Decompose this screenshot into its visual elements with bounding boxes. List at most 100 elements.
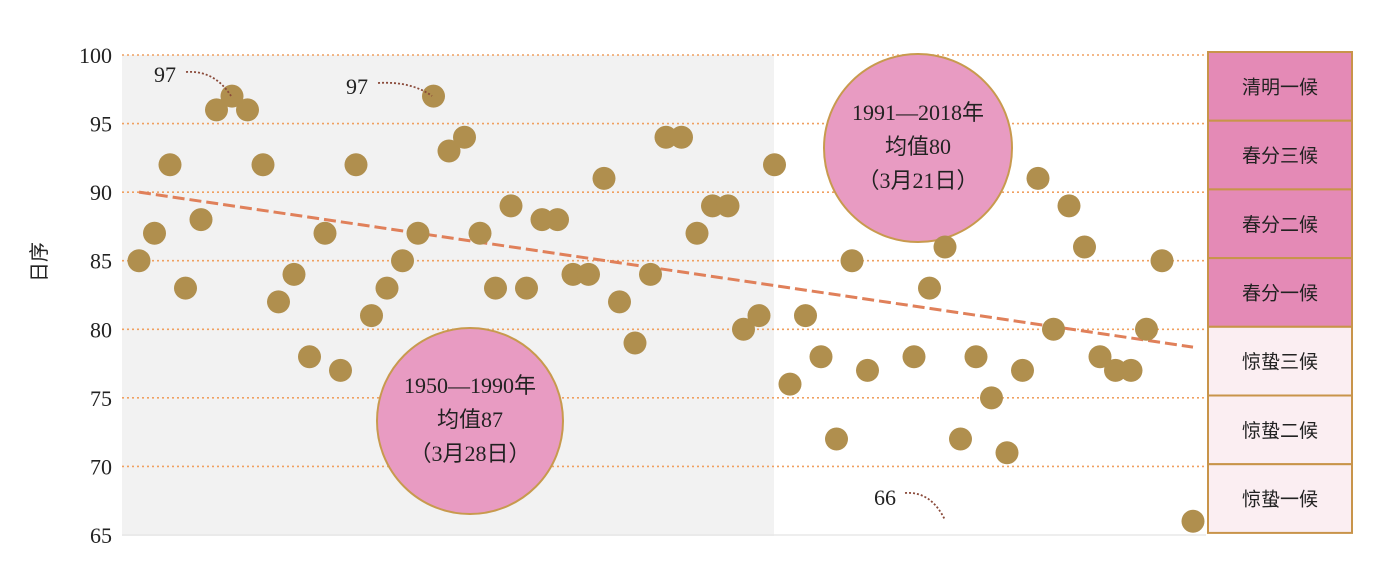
mean-bubble-text: 均值80 bbox=[885, 134, 951, 159]
data-point bbox=[933, 235, 957, 259]
data-point bbox=[1150, 249, 1174, 273]
annotation-leader bbox=[904, 492, 946, 521]
y-tick-label: 75 bbox=[90, 386, 112, 411]
data-point bbox=[623, 331, 647, 355]
mean-bubble-text: 1991—2018年 bbox=[852, 100, 984, 125]
y-tick-label: 65 bbox=[90, 523, 112, 548]
data-point bbox=[1135, 317, 1158, 341]
data-point bbox=[747, 304, 771, 328]
data-point bbox=[716, 194, 740, 218]
y-tick-label: 70 bbox=[90, 454, 112, 479]
data-point bbox=[825, 427, 848, 451]
data-point bbox=[422, 84, 445, 108]
period-label: 春分二候 bbox=[1242, 214, 1318, 236]
period-cell bbox=[1207, 188, 1353, 260]
data-point bbox=[809, 345, 833, 369]
data-point bbox=[344, 153, 368, 177]
period-label: 惊蛰二候 bbox=[1242, 420, 1318, 442]
y-axis-label: 日序 bbox=[27, 242, 51, 282]
data-point bbox=[1073, 235, 1096, 259]
data-point bbox=[127, 249, 151, 273]
data-point bbox=[980, 386, 1003, 410]
mean-bubble-text: （3月21日） bbox=[857, 168, 978, 193]
period-cell bbox=[1207, 463, 1353, 534]
data-point bbox=[437, 139, 461, 163]
data-point bbox=[174, 276, 197, 300]
data-point bbox=[406, 221, 430, 245]
mean-bubble bbox=[823, 53, 1013, 243]
y-tick-label: 80 bbox=[90, 317, 112, 342]
y-tick-label: 90 bbox=[90, 180, 112, 205]
y-tick-label: 85 bbox=[90, 249, 112, 274]
data-point bbox=[375, 276, 399, 300]
data-point bbox=[391, 249, 414, 273]
data-point bbox=[949, 427, 972, 451]
data-point bbox=[639, 262, 662, 286]
data-point bbox=[732, 317, 755, 341]
data-point bbox=[577, 262, 600, 286]
data-point bbox=[840, 249, 864, 273]
annotation-label: 97 bbox=[346, 74, 368, 99]
data-point bbox=[918, 276, 941, 300]
data-point bbox=[546, 208, 569, 232]
data-point bbox=[360, 304, 383, 328]
data-point bbox=[282, 262, 306, 286]
data-point bbox=[763, 153, 786, 177]
data-point bbox=[468, 221, 492, 245]
data-point bbox=[670, 125, 693, 149]
trend-line bbox=[138, 190, 1194, 349]
mean-bubble bbox=[376, 327, 564, 515]
data-point bbox=[158, 153, 182, 177]
data-point bbox=[1057, 194, 1081, 218]
annotation-leader bbox=[377, 81, 433, 97]
data-point bbox=[964, 345, 988, 369]
data-point bbox=[143, 221, 166, 245]
mean-bubble-text: 均值87 bbox=[437, 407, 503, 432]
period-cell bbox=[1207, 394, 1353, 466]
period-label: 惊蛰一候 bbox=[1242, 489, 1318, 511]
period-label: 春分三候 bbox=[1242, 145, 1318, 167]
data-point bbox=[902, 345, 926, 369]
data-point bbox=[220, 84, 244, 108]
period-label: 春分一候 bbox=[1242, 282, 1318, 304]
data-point bbox=[608, 290, 631, 314]
period-cell bbox=[1207, 325, 1353, 397]
data-point bbox=[329, 358, 352, 382]
data-point bbox=[236, 98, 259, 122]
mean-bubble-text: （3月28日） bbox=[409, 441, 530, 466]
y-tick-label: 95 bbox=[90, 112, 112, 137]
mean-bubble-text: 1950—1990年 bbox=[404, 373, 536, 398]
data-point bbox=[251, 153, 275, 177]
period-cell bbox=[1207, 119, 1353, 191]
data-point bbox=[778, 372, 802, 396]
y-tick-label: 100 bbox=[79, 43, 112, 68]
data-point bbox=[794, 304, 817, 328]
data-point bbox=[1026, 166, 1050, 190]
data-point bbox=[499, 194, 523, 218]
annotation-leader bbox=[185, 71, 232, 97]
data-point bbox=[1011, 358, 1034, 382]
data-point bbox=[1181, 509, 1205, 533]
grid-lines bbox=[122, 54, 1206, 536]
data-points bbox=[127, 84, 1205, 533]
data-point bbox=[1042, 317, 1065, 341]
data-point bbox=[189, 208, 213, 232]
data-point bbox=[856, 358, 879, 382]
data-point bbox=[267, 290, 290, 314]
annotation-label: 66 bbox=[874, 485, 896, 510]
period-cell bbox=[1207, 51, 1353, 122]
data-point bbox=[205, 98, 228, 122]
data-point bbox=[592, 166, 616, 190]
data-point bbox=[1119, 358, 1143, 382]
annotations: 97 97 66 bbox=[154, 62, 946, 521]
period-label: 惊蛰三候 bbox=[1242, 351, 1318, 373]
period-label: 清明一候 bbox=[1242, 76, 1318, 98]
data-point bbox=[484, 276, 507, 300]
data-point bbox=[298, 345, 321, 369]
data-point bbox=[515, 276, 538, 300]
data-point bbox=[313, 221, 337, 245]
annotation-label: 97 bbox=[154, 62, 176, 87]
